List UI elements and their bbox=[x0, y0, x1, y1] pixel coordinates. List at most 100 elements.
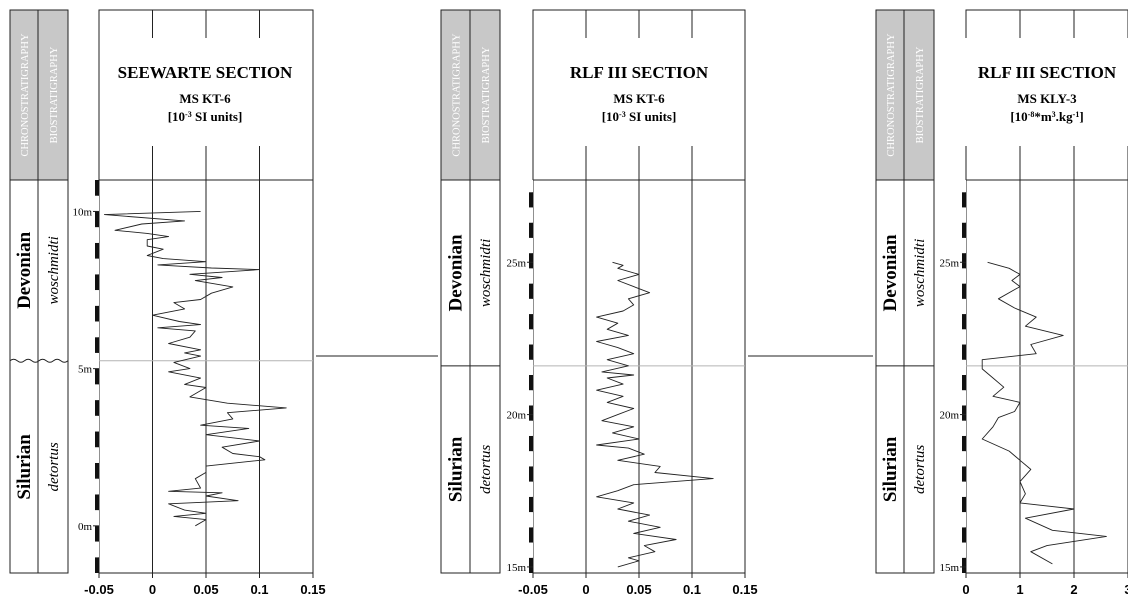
depth-scale-segment bbox=[529, 527, 533, 543]
depth-scale-segment bbox=[962, 359, 966, 375]
detortus-label: detortus bbox=[912, 445, 928, 494]
depth-scale-segment bbox=[95, 211, 99, 228]
biostratigraphy-header: BIOSTRATIGRAPHY bbox=[49, 46, 60, 143]
x-tick-label: 0.15 bbox=[300, 582, 325, 597]
depth-scale-segment bbox=[95, 321, 99, 338]
depth-scale-segment bbox=[95, 415, 99, 432]
biostratigraphy-header: BIOSTRATIGRAPHY bbox=[481, 46, 492, 143]
unit-label: [10-8*m3.kg-1] bbox=[1010, 109, 1083, 124]
depth-scale-segment bbox=[962, 435, 966, 452]
depth-scale-segment bbox=[962, 329, 966, 345]
measurement-label: MS KLY-3 bbox=[1017, 91, 1077, 106]
devonian-label: Devonian bbox=[446, 234, 467, 312]
depth-scale-segment bbox=[95, 242, 99, 259]
strat-column-frame bbox=[875, 9, 935, 574]
y-tick-label: 25m bbox=[506, 257, 526, 269]
biostratigraphy-header: BIOSTRATIGRAPHY bbox=[915, 46, 926, 143]
depth-scale-segment bbox=[95, 352, 99, 369]
depth-scale-segment bbox=[529, 180, 533, 193]
depth-scale-segment bbox=[962, 344, 966, 360]
chronostratigraphy-header: CHRONOSTRATIGRAPHY bbox=[452, 33, 463, 157]
detortus-label: detortus bbox=[478, 445, 494, 494]
depth-scale-segment bbox=[95, 494, 99, 511]
x-tick-label: 0.1 bbox=[683, 582, 701, 597]
y-tick-label: 25m bbox=[939, 257, 959, 269]
depth-scale-segment bbox=[95, 478, 99, 495]
y-tick-label: 20m bbox=[506, 410, 526, 422]
panel-3: CHRONOSTRATIGRAPHY BIOSTRATIGRAPHY Devonia… bbox=[875, 9, 1128, 597]
panel-1: CHRONOSTRATIGRAPHY BIOSTRATIGRAPHY Devonia… bbox=[9, 9, 326, 597]
unit-label: [10-3 SI units] bbox=[602, 109, 677, 124]
unit-label: [10-3 SI units] bbox=[168, 109, 243, 124]
title-box bbox=[114, 38, 302, 146]
silurian-label: Silurian bbox=[446, 436, 467, 502]
silurian-label: Silurian bbox=[14, 434, 35, 500]
x-tick-label: 0.1 bbox=[250, 582, 268, 597]
depth-scale-segment bbox=[95, 305, 99, 322]
depth-scale-segment bbox=[962, 420, 966, 436]
depth-scale-segment bbox=[529, 405, 533, 421]
chronostratigraphy-header: CHRONOSTRATIGRAPHY bbox=[886, 33, 897, 157]
x-tick-label: 0 bbox=[149, 582, 156, 597]
depth-scale-segment bbox=[962, 496, 966, 513]
y-tick-label: 10m bbox=[72, 206, 92, 218]
devonian-label: Devonian bbox=[14, 231, 35, 309]
x-tick-label: 0.05 bbox=[193, 582, 218, 597]
x-tick-label: -0.05 bbox=[518, 582, 548, 597]
depth-scale-segment bbox=[95, 431, 99, 448]
detortus-label: detortus bbox=[46, 442, 62, 491]
depth-scale-segment bbox=[529, 222, 533, 238]
depth-scale-segment bbox=[529, 374, 533, 391]
depth-scale-segment bbox=[95, 195, 99, 212]
depth-scale-segment bbox=[962, 298, 966, 315]
x-tick-label: 0.05 bbox=[626, 582, 651, 597]
measurement-label: MS KT-6 bbox=[613, 91, 665, 106]
depth-scale-segment bbox=[529, 359, 533, 375]
depth-scale-segment bbox=[529, 344, 533, 360]
chronostratigraphy-header: CHRONOSTRATIGRAPHY bbox=[20, 33, 31, 157]
depth-scale-segment bbox=[95, 274, 99, 291]
depth-scale-segment bbox=[529, 466, 533, 482]
depth-scale-segment bbox=[962, 542, 966, 558]
depth-scale-segment bbox=[962, 207, 966, 223]
x-tick-label: 3 bbox=[1124, 582, 1128, 597]
depth-scale-segment bbox=[95, 227, 99, 243]
depth-scale-segment bbox=[529, 481, 533, 497]
depth-scale-segment bbox=[962, 557, 966, 573]
silurian-label: Silurian bbox=[880, 436, 901, 502]
woschmidti-label: woschmidti bbox=[46, 236, 62, 304]
depth-scale-segment bbox=[962, 527, 966, 543]
woschmidti-label: woschmidti bbox=[912, 239, 928, 307]
depth-scale-segment bbox=[529, 329, 533, 345]
strat-column-frame bbox=[9, 9, 69, 574]
depth-scale-segment bbox=[95, 557, 99, 573]
woschmidti-label: woschmidti bbox=[478, 239, 494, 307]
ms-series-line bbox=[981, 261, 1107, 565]
depth-scale-segment bbox=[529, 390, 533, 406]
depth-scale-segment bbox=[962, 253, 966, 269]
x-tick-label: 0 bbox=[582, 582, 589, 597]
x-tick-label: 0.15 bbox=[732, 582, 757, 597]
measurement-label: MS KT-6 bbox=[179, 91, 231, 106]
section-title: SEEWARTE SECTION bbox=[118, 63, 293, 82]
depth-scale-segment bbox=[962, 481, 966, 497]
depth-scale-segment bbox=[962, 268, 966, 284]
depth-scale-segment bbox=[962, 512, 966, 528]
depth-scale-segment bbox=[95, 462, 99, 479]
y-tick-label: 5m bbox=[78, 364, 93, 376]
depth-scale-segment bbox=[95, 541, 99, 558]
section-title: RLF III SECTION bbox=[978, 63, 1117, 82]
depth-scale-segment bbox=[962, 283, 966, 299]
system-boundary-wavy bbox=[9, 358, 69, 363]
y-tick-label: 20m bbox=[939, 410, 959, 422]
depth-scale-segment bbox=[95, 384, 99, 401]
title-box bbox=[965, 38, 1128, 146]
depth-scale-segment bbox=[529, 192, 533, 208]
depth-scale-segment bbox=[529, 496, 533, 513]
depth-scale-segment bbox=[962, 466, 966, 482]
y-tick-label: 15m bbox=[506, 562, 526, 574]
depth-scale-segment bbox=[962, 222, 966, 238]
depth-scale-segment bbox=[529, 512, 533, 528]
depth-scale-segment bbox=[95, 447, 99, 463]
